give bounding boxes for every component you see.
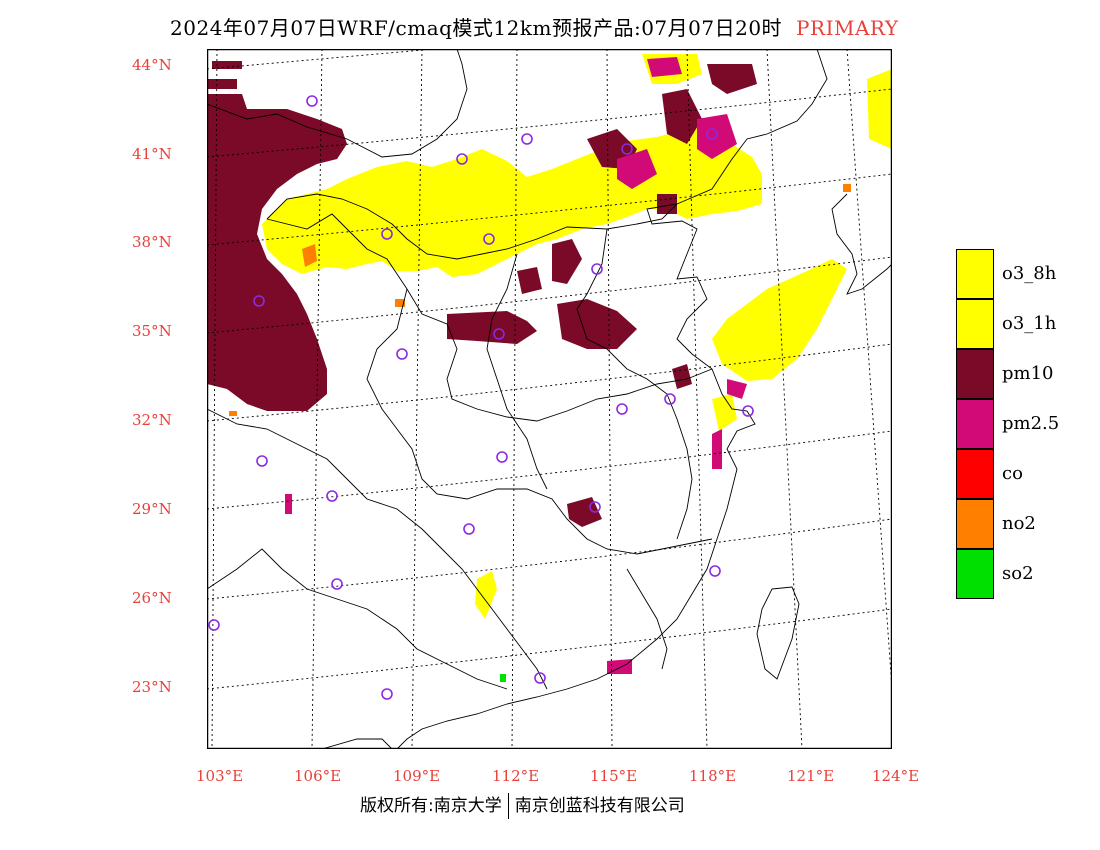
station-circle: [521, 133, 533, 145]
province-lines-7: [266, 193, 678, 260]
legend-label-so2: so2: [1002, 563, 1034, 584]
graticule: [207, 49, 892, 749]
station-circle: [381, 688, 393, 700]
lat-label-41: 41°N: [132, 145, 172, 163]
pm10-patches-north: [447, 64, 757, 527]
lon-label-121: 121°E: [787, 767, 835, 785]
province-lines-1: [266, 213, 713, 422]
legend-item-pm10: pm10: [956, 349, 1100, 399]
legend-swatch-so2: [956, 549, 994, 599]
copyright-separator: [507, 793, 509, 819]
map-background: [207, 49, 892, 749]
lat-label-26: 26°N: [132, 589, 172, 607]
forecast-map: [207, 49, 892, 749]
map-title: 2024年07月07日WRF/cmaq模式12km预报产品:07月07日20时 P…: [170, 12, 899, 41]
station-circle: [534, 672, 546, 684]
station-circle: [456, 153, 468, 165]
legend-label-no2: no2: [1002, 513, 1036, 534]
legend-swatch-o3-1h: [956, 299, 994, 349]
station-circle: [493, 328, 505, 340]
station-circle: [331, 578, 343, 590]
boundaries: [207, 49, 892, 749]
coastline-east: [396, 49, 828, 749]
province-lines-3: [207, 408, 548, 690]
station-markers: [208, 95, 754, 700]
station-circle: [742, 405, 754, 417]
lon-label-118: 118°E: [689, 767, 737, 785]
station-circle: [396, 348, 408, 360]
station-circle: [253, 295, 265, 307]
legend-label-o3-1h: o3_1h: [1002, 313, 1057, 334]
legend-swatch-co: [956, 449, 994, 499]
station-circle: [706, 128, 718, 140]
station-circle: [326, 490, 338, 502]
station-circle: [621, 143, 633, 155]
station-circle: [463, 523, 475, 535]
copyright-right: 南京创蓝科技有限公司: [514, 796, 685, 816]
map-title-tag: PRIMARY: [796, 16, 899, 40]
legend-swatch-pm10: [956, 349, 994, 399]
map-title-main: 2024年07月07日WRF/cmaq模式12km预报产品:07月07日20时: [170, 16, 783, 40]
legend-item-so2: so2: [956, 549, 1100, 599]
lat-label-32: 32°N: [132, 411, 172, 429]
station-circle: [616, 403, 628, 415]
lon-label-106: 106°E: [294, 767, 342, 785]
lon-label-124: 124°E: [872, 767, 920, 785]
legend-item-pm25: pm2.5: [956, 399, 1100, 449]
legend-swatch-pm25: [956, 399, 994, 449]
legend-item-co: co: [956, 449, 1100, 499]
o3-field-east-sea: [475, 259, 847, 619]
province-lines-8: [626, 568, 668, 670]
station-circle: [208, 619, 220, 631]
station-circle: [381, 228, 393, 240]
pm25-patches: [285, 57, 747, 674]
province-lines-6: [576, 228, 693, 540]
province-lines-5: [486, 253, 548, 490]
copyright-footer: 版权所有:南京大学 南京创蓝科技有限公司: [360, 791, 685, 819]
station-circle: [483, 233, 495, 245]
station-circle: [256, 455, 268, 467]
lon-label-109: 109°E: [393, 767, 441, 785]
national-border-north: [207, 49, 468, 158]
no2-patches: [229, 184, 851, 416]
lat-label-23: 23°N: [132, 678, 172, 696]
coastline-korea: [831, 193, 892, 295]
lon-label-103: 103°E: [196, 767, 244, 785]
map-frame-border: [207, 49, 892, 749]
legend-item-o3-8h: o3_8h: [956, 249, 1100, 299]
station-circle: [589, 501, 601, 513]
lat-label-35: 35°N: [132, 322, 172, 340]
hainan-outline: [321, 738, 393, 749]
station-circle: [306, 95, 318, 107]
lat-label-38: 38°N: [132, 233, 172, 251]
lon-label-115: 115°E: [590, 767, 638, 785]
lat-label-29: 29°N: [132, 500, 172, 518]
pm10-field-west: [207, 61, 347, 411]
legend-label-pm10: pm10: [1002, 363, 1054, 384]
lon-label-112: 112°E: [492, 767, 540, 785]
legend-label-o3-8h: o3_8h: [1002, 263, 1057, 284]
legend-label-pm25: pm2.5: [1002, 413, 1060, 434]
so2-patch: [500, 674, 506, 682]
station-circle: [591, 263, 603, 275]
station-circle: [709, 565, 721, 577]
lat-label-44: 44°N: [132, 56, 172, 74]
copyright-left: 版权所有:南京大学: [360, 796, 502, 816]
station-circle: [496, 451, 508, 463]
legend-swatch-no2: [956, 499, 994, 549]
taiwan-outline: [756, 586, 800, 680]
station-circle: [664, 393, 676, 405]
province-lines-4: [207, 548, 508, 690]
legend-item-no2: no2: [956, 499, 1100, 549]
legend-item-o3-1h: o3_1h: [956, 299, 1100, 349]
legend-swatch-o3-8h: [956, 249, 994, 299]
legend-label-co: co: [1002, 463, 1023, 484]
province-lines-2: [366, 288, 713, 555]
